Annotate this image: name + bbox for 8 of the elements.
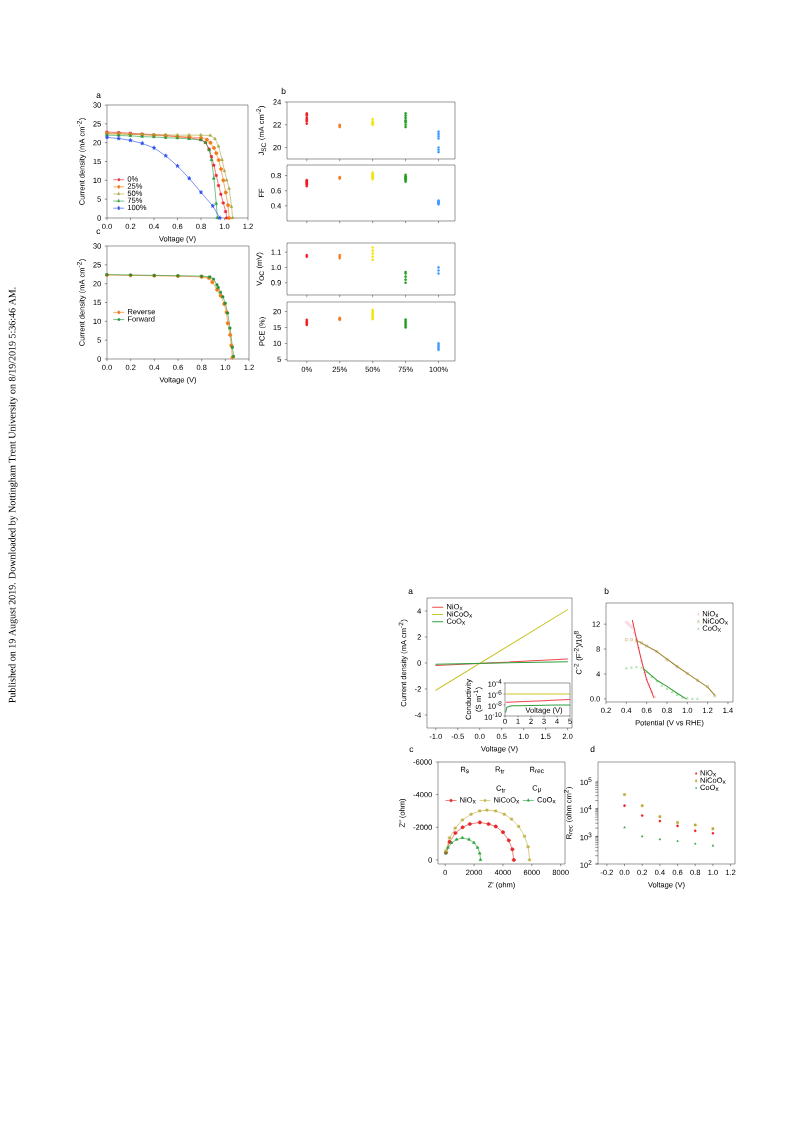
chart-title: b xyxy=(281,87,286,95)
chart-title: d xyxy=(590,745,595,753)
text: Published on 19 August 2019. Downloaded by Nottingham Trent University on 8/19/2019 5:36:46 AM. xyxy=(8,287,18,703)
chart-title: c xyxy=(96,229,101,235)
chart-title: a xyxy=(96,93,101,99)
chart-title: c xyxy=(409,747,414,753)
chart-title: a xyxy=(408,589,413,595)
chart-title: b xyxy=(604,587,609,595)
